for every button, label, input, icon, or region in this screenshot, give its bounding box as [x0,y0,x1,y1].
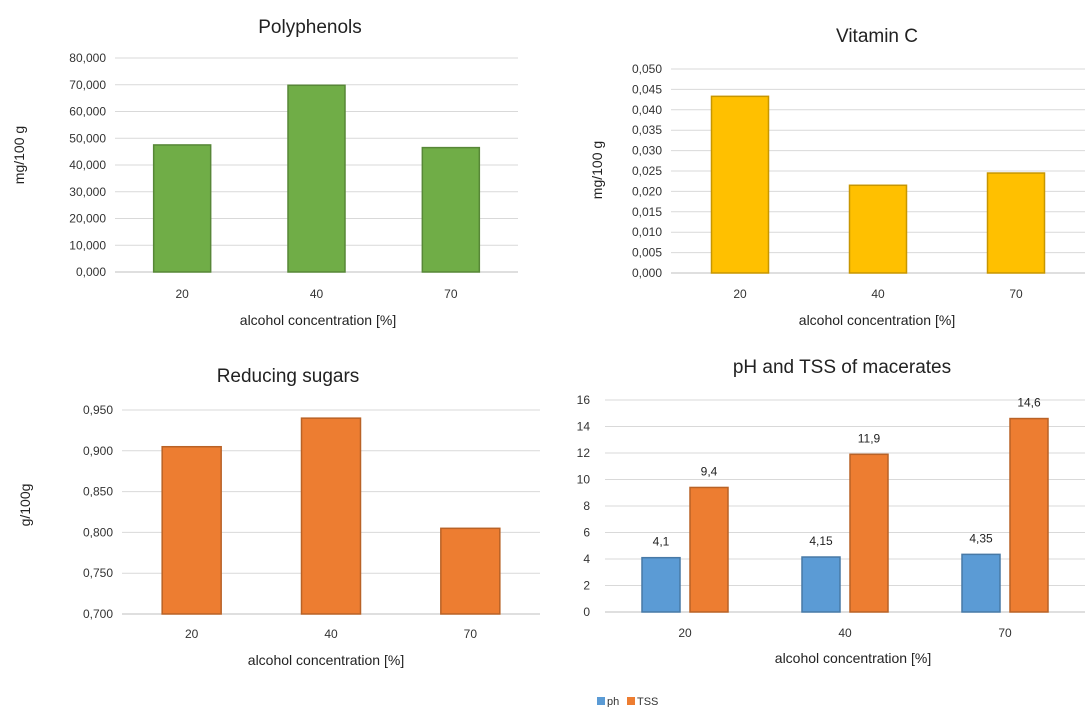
y-axis-label: g/100g [17,484,33,527]
data-label: 4,15 [809,534,833,548]
y-tick-label: 0,750 [83,566,113,580]
y-tick-label: 0,800 [83,525,113,539]
y-tick-label: 50,000 [69,131,106,145]
y-tick-label: 0,010 [632,225,662,239]
y-tick-label: 2 [583,579,590,593]
y-tick-label: 0 [583,605,590,619]
bar [710,95,770,274]
ph-tss-chart: pH and TSS of macerates alcohol concentr… [577,357,1085,707]
bar [440,527,501,615]
x-tick-label: 20 [185,627,199,641]
y-tick-label: 80,000 [69,51,106,65]
y-tick-label: 0,700 [83,607,113,621]
bar [961,553,1001,613]
y-tick-label: 0,015 [632,205,662,219]
x-axis-label: alcohol concentration [%] [775,650,931,666]
bar [641,556,681,613]
x-tick-label: 20 [678,626,692,640]
polyphenols-chart: Polyphenols mg/100 g alcohol concentrati… [11,17,518,328]
x-tick-label: 70 [444,287,458,301]
y-tick-label: 14 [577,420,591,434]
x-axis-label: alcohol concentration [%] [240,312,396,328]
y-tick-label: 0,040 [632,103,662,117]
y-tick-label: 0,950 [83,403,113,417]
y-tick-label: 0,900 [83,444,113,458]
data-label: 4,1 [653,535,670,549]
x-tick-label: 20 [175,287,189,301]
y-tick-label: 60,000 [69,105,106,119]
x-tick-label: 70 [464,627,478,641]
reducing-sugars-chart: Reducing sugars g/100g alcohol concentra… [17,366,540,668]
y-tick-label: 12 [577,446,591,460]
y-tick-label: 0,050 [632,62,662,76]
bar [421,146,481,273]
legend-swatch-tss [627,697,635,705]
legend-swatch-ph [597,697,605,705]
bar [986,172,1046,274]
bar [161,445,222,615]
x-tick-label: 70 [1009,287,1023,301]
y-tick-label: 10 [577,473,591,487]
y-tick-label: 0,000 [632,266,662,280]
bar [849,453,889,613]
y-tick-label: 0,020 [632,184,662,198]
x-tick-label: 40 [871,287,885,301]
legend-label-ph: ph [607,696,619,707]
x-axis-label: alcohol concentration [%] [248,652,404,668]
chart-title: Polyphenols [258,17,362,38]
bar [152,144,212,273]
bar [689,486,729,613]
y-tick-label: 40,000 [69,158,106,172]
y-tick-label: 30,000 [69,185,106,199]
chart-title: pH and TSS of macerates [733,357,951,378]
x-tick-label: 40 [324,627,338,641]
bar [1009,417,1049,613]
bar [801,556,841,613]
vitamin-c-chart: Vitamin C mg/100 g alcohol concentration… [589,26,1085,328]
x-tick-label: 70 [998,626,1012,640]
y-tick-label: 20,000 [69,212,106,226]
chart-title: Vitamin C [836,26,918,47]
data-label: 11,9 [858,431,881,445]
y-axis-label: mg/100 g [589,141,605,199]
chart-title: Reducing sugars [217,366,360,387]
bar [848,184,908,274]
y-tick-label: 0,025 [632,164,662,178]
legend: ph TSS [597,696,658,707]
data-label: 14,6 [1017,396,1041,410]
y-tick-label: 8 [583,499,590,513]
y-tick-label: 0,005 [632,246,662,260]
y-tick-label: 0,850 [83,485,113,499]
y-axis-label: mg/100 g [11,126,27,184]
y-tick-label: 0,045 [632,82,662,96]
x-tick-label: 40 [310,287,324,301]
data-label: 9,4 [701,464,718,478]
legend-label-tss: TSS [637,696,658,707]
y-tick-label: 0,035 [632,123,662,137]
y-tick-label: 6 [583,526,590,540]
x-tick-label: 40 [838,626,852,640]
x-tick-label: 20 [733,287,747,301]
y-tick-label: 16 [577,393,591,407]
x-axis-label: alcohol concentration [%] [799,312,955,328]
bar [300,417,362,615]
y-tick-label: 70,000 [69,78,106,92]
y-tick-label: 10,000 [69,238,106,252]
y-tick-label: 0,000 [76,265,106,279]
y-tick-label: 0,030 [632,144,662,158]
data-label: 4,35 [969,531,993,545]
y-tick-label: 4 [583,552,590,566]
bar [287,84,346,273]
